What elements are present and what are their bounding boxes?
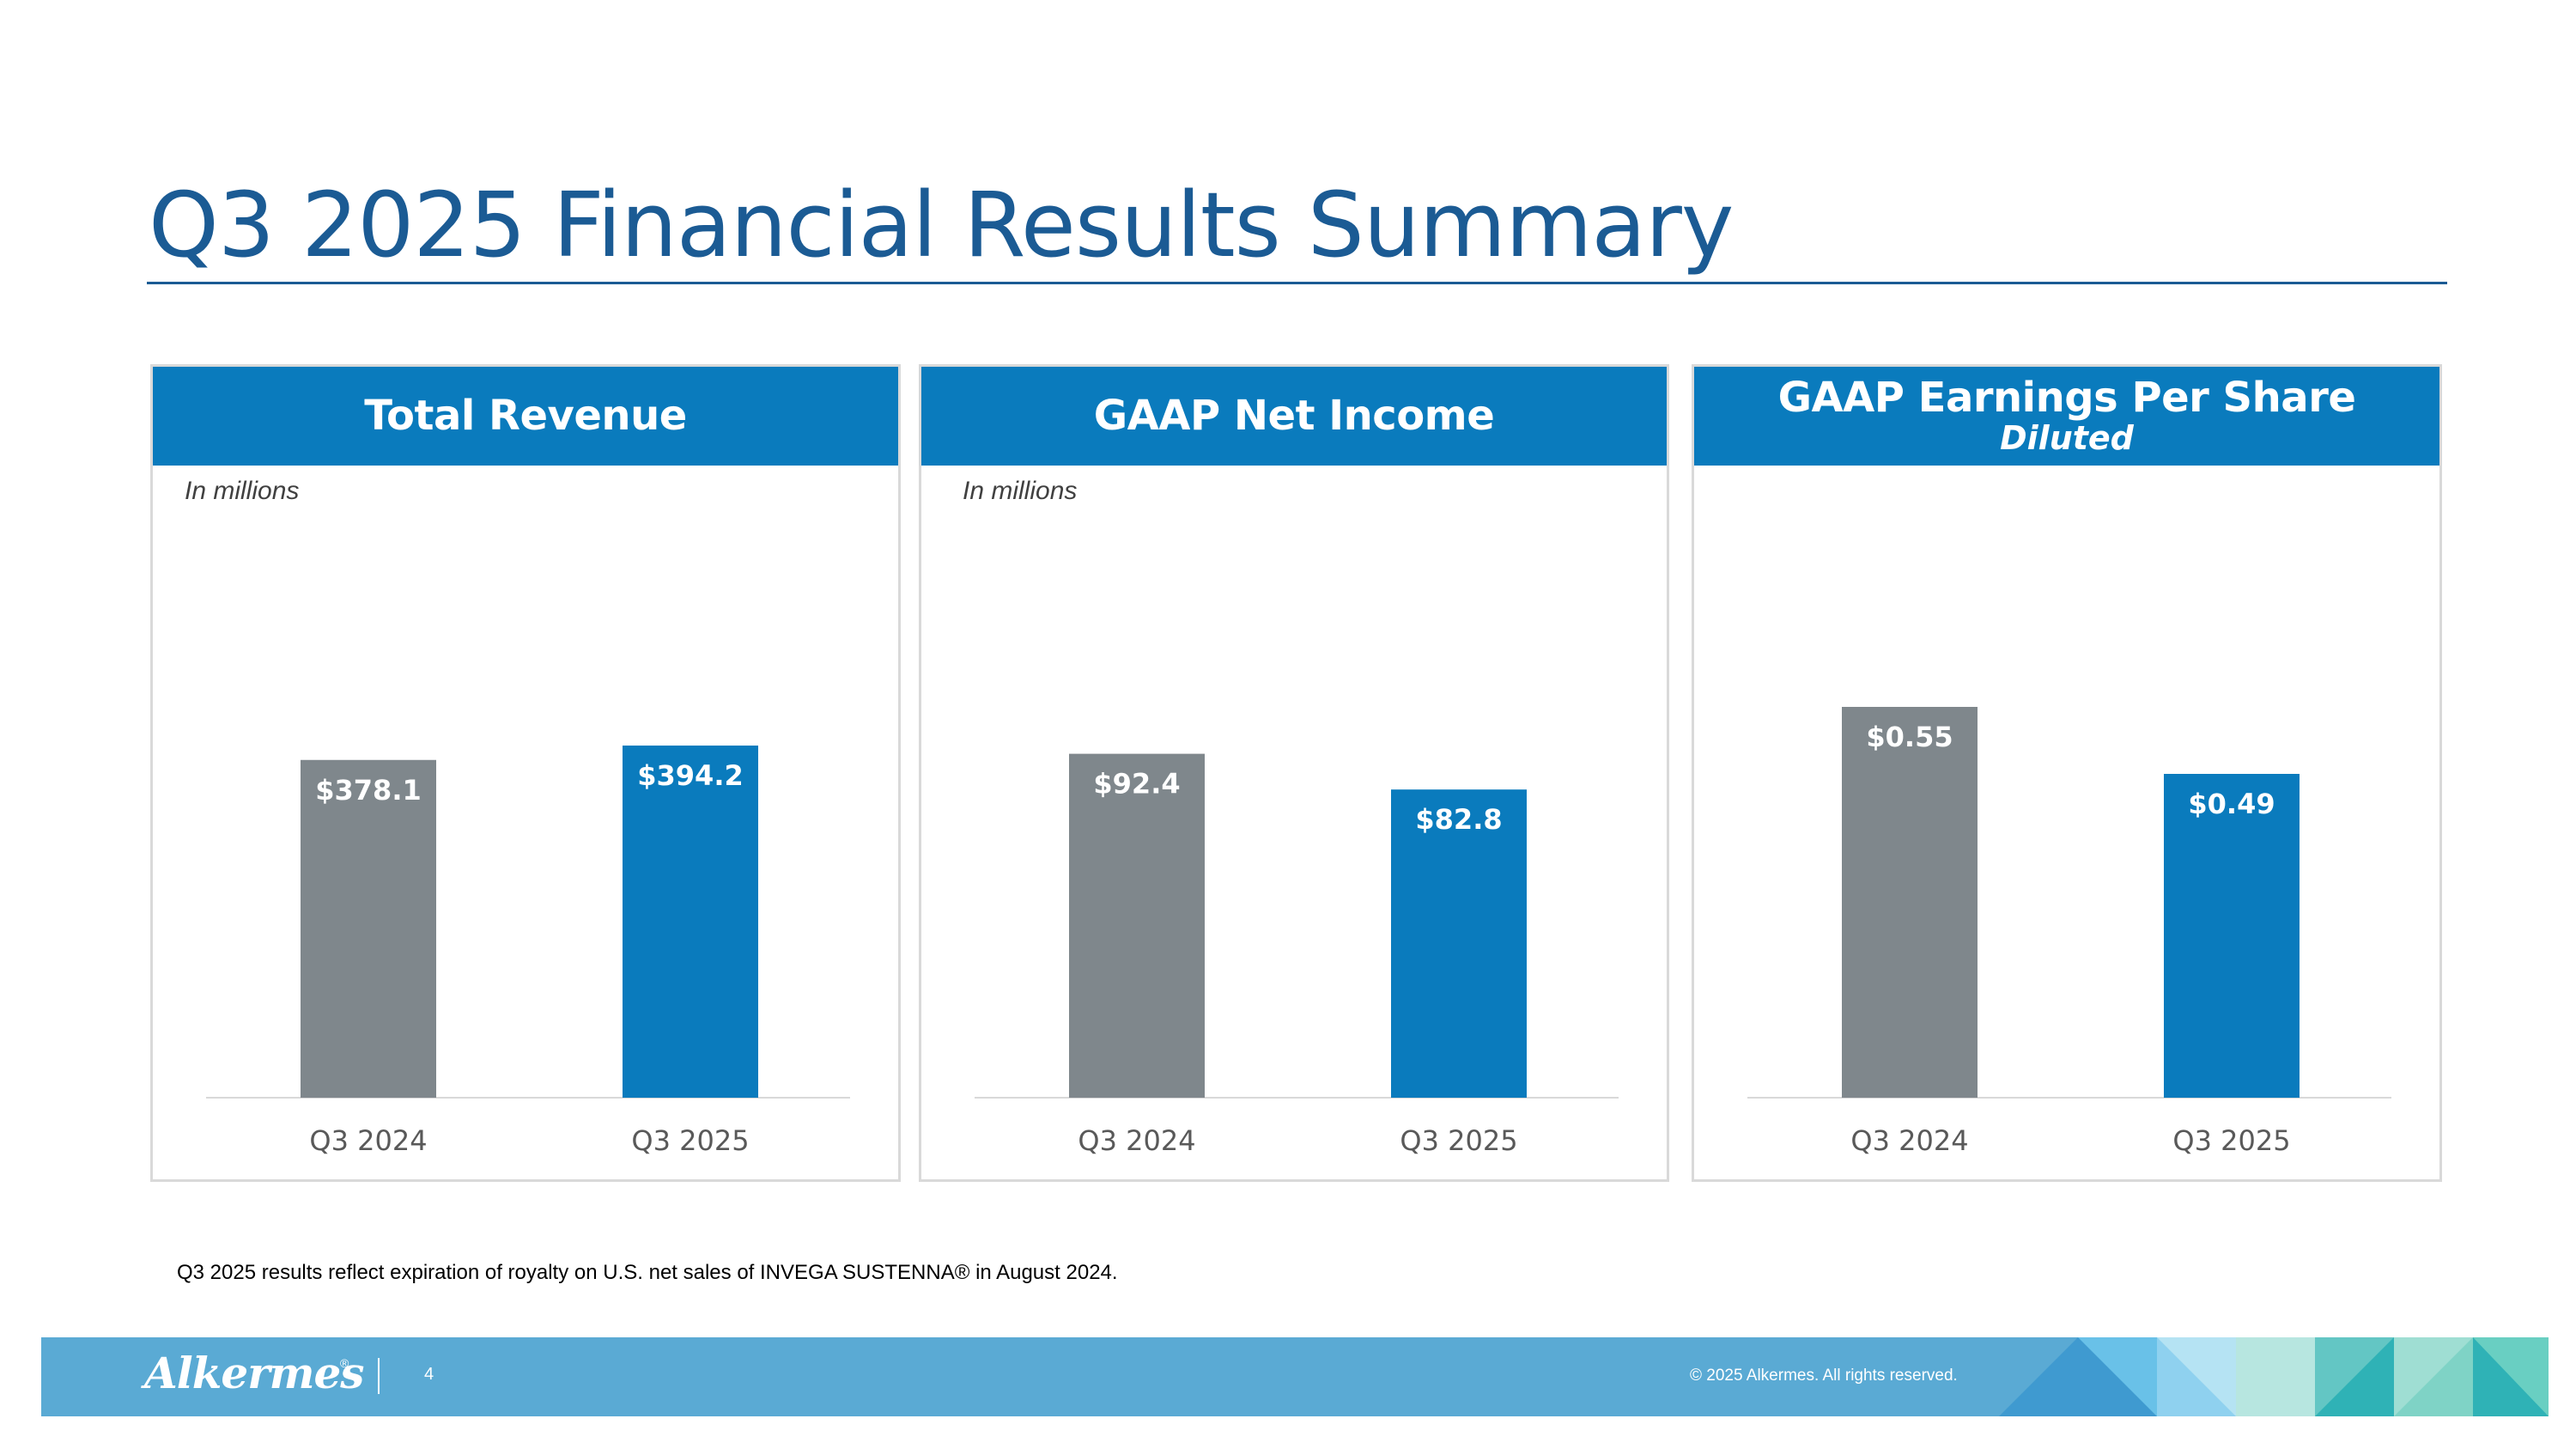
x-tick-label: Q3 2025 [631,1124,749,1157]
bar-q3-2024 [1842,707,1978,1098]
footer-divider [378,1358,380,1394]
x-tick-label: Q3 2025 [1400,1124,1517,1157]
revenue-units-note: In millions [185,477,300,505]
tile-shape [1999,1337,2078,1416]
revenue-panel-header: Total Revenue [153,367,898,466]
net-income-panel: GAAP Net Income In millions $92.4 Q3 2024… [919,364,1669,1182]
eps-panel-subtitle: Diluted [2000,419,2134,457]
eps-chart: $0.55 Q3 2024 $0.49 Q3 2025 [1747,707,2391,1157]
footer-bar: Alkermes ® 4 © 2025 Alkermes. All rights… [41,1337,2549,1416]
eps-panel-header: GAAP Earnings Per Share Diluted [1694,367,2439,466]
page-number: 4 [424,1365,434,1384]
decorative-tiles [1999,1337,2549,1416]
bar-value-label: $394.2 [637,759,743,792]
revenue-chart: $378.1 Q3 2024 $394.2 Q3 2025 [206,746,850,1157]
net-income-units-note: In millions [963,477,1078,505]
net-income-panel-title: GAAP Net Income [1093,392,1495,441]
tile-shape [2157,1337,2236,1416]
revenue-panel-title: Total Revenue [364,392,687,441]
bar-value-label: $92.4 [1093,768,1180,801]
net-income-panel-header: GAAP Net Income [921,367,1667,466]
bar-value-label: $0.49 [2188,788,2275,820]
alkermes-logo: Alkermes [144,1348,364,1398]
title-divider [147,282,2447,284]
bar-value-label: $0.55 [1866,721,1953,753]
x-tick-label: Q3 2024 [309,1124,427,1157]
x-tick-label: Q3 2024 [1850,1124,1968,1157]
eps-panel-title: GAAP Earnings Per Share [1777,374,2356,423]
eps-panel: GAAP Earnings Per Share Diluted $0.55 Q3 … [1692,364,2442,1182]
x-tick-label: Q3 2024 [1078,1124,1195,1157]
x-tick-label: Q3 2025 [2172,1124,2290,1157]
footnote: Q3 2025 results reflect expiration of ro… [177,1261,1118,1284]
tile-shape [2078,1337,2157,1416]
net-income-chart: $92.4 Q3 2024 $82.8 Q3 2025 [975,753,1619,1157]
bar-q3-2024 [1069,753,1205,1098]
bar-value-label: $378.1 [315,774,421,807]
bar-q3-2025 [623,746,758,1098]
bar-value-label: $82.8 [1415,803,1502,836]
tile-shape [2394,1337,2473,1416]
logo-registered-mark: ® [340,1356,349,1370]
revenue-panel: Total Revenue In millions $378.1 Q3 2024 $… [150,364,901,1182]
bar-q3-2025 [2164,774,2300,1098]
bar-q3-2024 [301,759,436,1098]
page-title: Q3 2025 Financial Results Summary [149,173,1734,277]
tile-shape [2315,1337,2394,1416]
copyright-text: © 2025 Alkermes. All rights reserved. [1690,1367,1958,1385]
bar-q3-2025 [1391,789,1527,1098]
tile-shape [2473,1337,2549,1416]
tile-shape [2236,1337,2315,1416]
